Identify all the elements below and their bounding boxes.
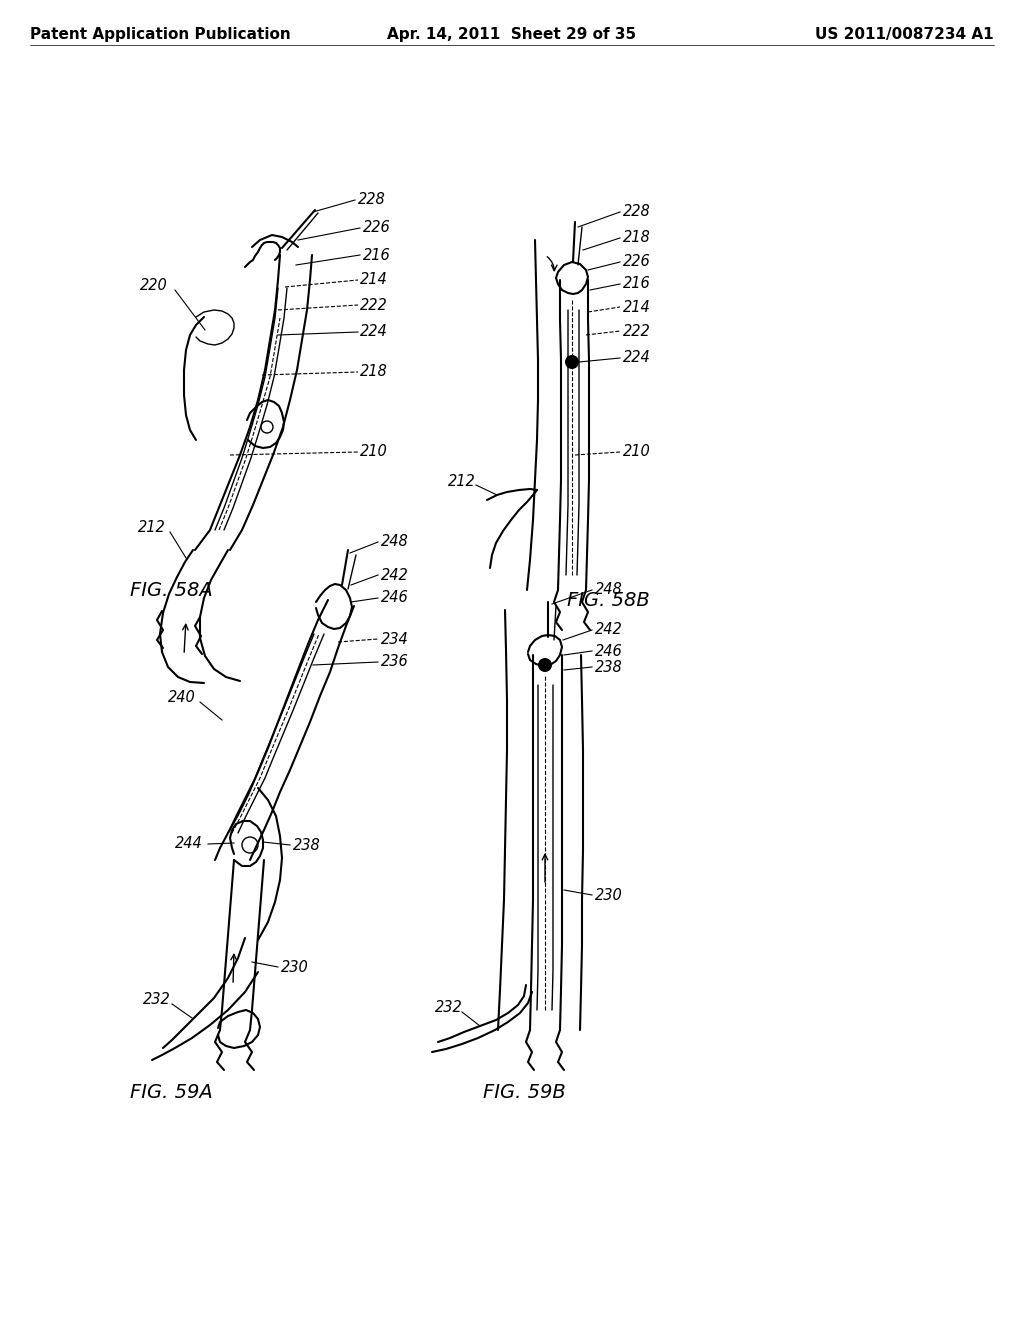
Circle shape — [538, 657, 552, 672]
Text: 212: 212 — [449, 474, 476, 490]
Text: 210: 210 — [360, 445, 388, 459]
Text: 214: 214 — [360, 272, 388, 288]
Text: FIG. 59A: FIG. 59A — [130, 1082, 213, 1101]
Text: Apr. 14, 2011  Sheet 29 of 35: Apr. 14, 2011 Sheet 29 of 35 — [387, 26, 637, 42]
Text: 226: 226 — [362, 220, 391, 235]
Text: 242: 242 — [381, 568, 409, 582]
Text: 230: 230 — [281, 960, 309, 974]
Text: 232: 232 — [143, 993, 171, 1007]
Text: 228: 228 — [358, 193, 386, 207]
Text: 230: 230 — [595, 887, 623, 903]
Text: 246: 246 — [381, 590, 409, 606]
Text: 224: 224 — [623, 351, 650, 366]
Text: 234: 234 — [381, 631, 409, 647]
Text: FIG. 59B: FIG. 59B — [483, 1082, 565, 1101]
Text: 248: 248 — [595, 582, 623, 598]
Text: 218: 218 — [360, 364, 388, 380]
Text: 236: 236 — [381, 655, 409, 669]
Text: Patent Application Publication: Patent Application Publication — [30, 26, 291, 42]
Text: 216: 216 — [362, 248, 391, 263]
Text: 216: 216 — [623, 276, 650, 292]
Text: 212: 212 — [138, 520, 166, 535]
Text: US 2011/0087234 A1: US 2011/0087234 A1 — [815, 26, 994, 42]
Text: 242: 242 — [595, 623, 623, 638]
Text: 210: 210 — [623, 445, 650, 459]
Text: 238: 238 — [293, 837, 321, 853]
Text: 222: 222 — [360, 297, 388, 313]
Text: 224: 224 — [360, 325, 388, 339]
Text: 226: 226 — [623, 255, 650, 269]
Text: FIG. 58B: FIG. 58B — [567, 590, 650, 610]
Text: 218: 218 — [623, 231, 650, 246]
Text: 232: 232 — [435, 1001, 463, 1015]
Text: 238: 238 — [595, 660, 623, 675]
Circle shape — [565, 355, 579, 370]
Text: 220: 220 — [140, 277, 168, 293]
Text: 246: 246 — [595, 644, 623, 659]
Text: 222: 222 — [623, 323, 650, 338]
Text: FIG. 58A: FIG. 58A — [130, 581, 213, 599]
Text: 240: 240 — [168, 690, 196, 705]
Text: 248: 248 — [381, 535, 409, 549]
Text: 244: 244 — [175, 837, 203, 851]
Text: 214: 214 — [623, 300, 650, 314]
Text: 228: 228 — [623, 205, 650, 219]
